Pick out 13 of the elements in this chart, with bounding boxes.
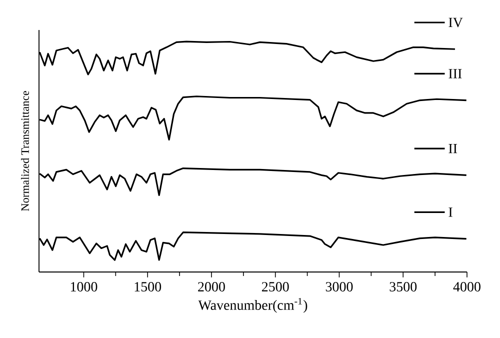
legend-label: I: [448, 208, 452, 217]
x-tick-label: 3000: [326, 282, 353, 292]
x-tick-label: 4000: [453, 282, 480, 292]
y-axis-title: Normalized Transmittance: [20, 90, 29, 212]
x-axis-title: Wavenumber(cm$^{-1}$): [198, 298, 308, 313]
legend-label: II: [448, 144, 458, 154]
x-tick-label: 3500: [390, 282, 417, 292]
x-tick-label: 1500: [134, 282, 162, 292]
x-tick-label: 1000: [70, 282, 98, 292]
x-tick-label: 2500: [262, 282, 289, 292]
x-tick-label: 2000: [198, 282, 225, 292]
legend-label: III: [448, 69, 462, 78]
legend-label: IV: [448, 18, 463, 28]
